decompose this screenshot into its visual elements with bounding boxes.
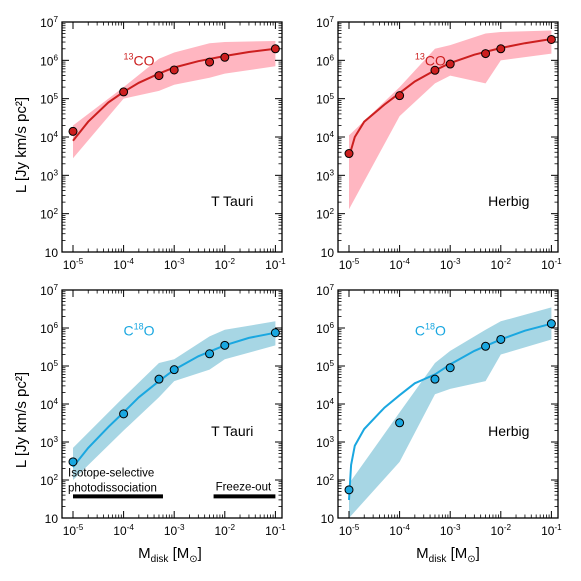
x-tick-label: 10-5 (63, 257, 84, 272)
y-tick-label: 102 (316, 207, 334, 222)
x-tick-label: 10-1 (265, 257, 286, 272)
isotope-selective-label-1: Isotope-selective (68, 467, 154, 479)
data-point (270, 44, 280, 54)
y-tick-label: 104 (40, 130, 58, 145)
x-tick-label: 10-1 (541, 523, 562, 538)
y-tick-label: 103 (316, 169, 334, 184)
x-tick-label: 10-1 (265, 523, 286, 538)
y-tick-label: 10 (45, 246, 59, 260)
y-tick-label: 106 (316, 54, 334, 69)
y-tick-label: 105 (40, 359, 58, 374)
data-point (445, 59, 455, 69)
data-point (481, 341, 491, 351)
data-point (205, 57, 215, 67)
panel-bottom-left: 10 102 103 104 105 106 107 10-5 10-4 10-3 10-2 10-1… (40, 283, 286, 538)
y-tick-label: 106 (316, 321, 334, 336)
y-tick-label: 107 (316, 283, 334, 298)
y-tick-label: 106 (40, 54, 58, 69)
panel-bottom-right: 10 102 103 104 105 106 107 10-5 10-4 10-3 10-2 10-1… (316, 283, 562, 538)
data-point (395, 418, 405, 428)
x-tick-label: 10-5 (339, 523, 360, 538)
star-type-label: Herbig (488, 423, 529, 439)
panel-top-right: 10 102 103 104 105 106 107 10-5 10-4 10-3 10-2 10-1… (316, 15, 562, 272)
x-tick-label: 10-4 (113, 257, 134, 272)
data-point (430, 65, 440, 75)
ylabel-top: L [Jy km/s pc²] (13, 97, 30, 193)
molecule-label: 13CO (123, 52, 154, 69)
y-tick-label: 104 (40, 397, 58, 412)
star-type-label: T Tauri (211, 423, 253, 439)
data-point (344, 149, 354, 159)
data-point (496, 44, 506, 54)
x-tick-label: 10-3 (440, 523, 461, 538)
data-point (546, 34, 556, 44)
y-tick-label: 103 (40, 169, 58, 184)
x-tick-label: 10-3 (440, 257, 461, 272)
y-tick-label: 103 (316, 435, 334, 450)
x-tick-label: 10-3 (164, 523, 185, 538)
y-tick-label: 106 (40, 321, 58, 336)
data-point (496, 334, 506, 344)
y-tick-label: 102 (40, 473, 58, 488)
x-tick-label: 10-1 (541, 257, 562, 272)
data-point (169, 65, 179, 75)
panel-top-left: 10 102 103 104 105 106 107 10-5 10-4 10-3 10-2 10-1… (40, 15, 286, 272)
y-tick-label: 104 (316, 130, 334, 145)
molecule-label: C18O (123, 322, 154, 339)
star-type-label: Herbig (488, 193, 529, 209)
x-tick-label: 10-2 (214, 257, 235, 272)
ylabel-bottom: L [Jy km/s pc²] (13, 372, 30, 468)
y-tick-label: 107 (40, 283, 58, 298)
confidence-band (73, 40, 276, 159)
data-point (205, 349, 215, 359)
data-point (154, 374, 164, 384)
confidence-band (73, 321, 276, 480)
x-tick-label: 10-3 (164, 257, 185, 272)
y-tick-label: 10 (321, 246, 335, 260)
xlabel-right: Mdisk [M⊙] (416, 545, 480, 565)
y-tick-label: 107 (40, 15, 58, 30)
data-point (119, 87, 129, 97)
confidence-band (349, 30, 552, 210)
y-tick-label: 104 (316, 397, 334, 412)
x-tick-label: 10-2 (490, 257, 511, 272)
x-tick-label: 10-4 (389, 257, 410, 272)
y-tick-label: 107 (316, 15, 334, 30)
molecule-label: 13CO (415, 52, 446, 69)
data-point (68, 126, 78, 136)
y-tick-label: 105 (316, 359, 334, 374)
data-point (481, 49, 491, 59)
data-point (220, 52, 230, 62)
freeze-out-label: Freeze-out (216, 481, 272, 493)
y-tick-label: 10 (321, 512, 335, 526)
data-point (270, 328, 280, 338)
x-tick-label: 10-4 (389, 523, 410, 538)
x-tick-label: 10-2 (214, 523, 235, 538)
y-tick-label: 102 (316, 473, 334, 488)
data-point (546, 319, 556, 329)
data-point (445, 363, 455, 373)
data-point (430, 374, 440, 384)
y-tick-label: 105 (316, 92, 334, 107)
xlabel-left: Mdisk [M⊙] (138, 545, 202, 565)
isotope-selective-label-2: photodissociation (68, 482, 157, 494)
data-point (344, 485, 354, 495)
data-point (169, 365, 179, 375)
y-tick-label: 10 (45, 512, 59, 526)
molecule-label: C18O (415, 322, 446, 339)
star-type-label: T Tauri (211, 193, 253, 209)
y-tick-label: 103 (40, 435, 58, 450)
x-tick-label: 10-5 (63, 523, 84, 538)
y-tick-label: 105 (40, 92, 58, 107)
y-tick-label: 102 (40, 207, 58, 222)
x-tick-label: 10-4 (113, 523, 134, 538)
data-point (154, 71, 164, 81)
data-point (119, 409, 129, 419)
x-tick-label: 10-5 (339, 257, 360, 272)
data-point (395, 91, 405, 101)
data-point (68, 457, 78, 467)
data-point (220, 340, 230, 350)
x-tick-label: 10-2 (490, 523, 511, 538)
